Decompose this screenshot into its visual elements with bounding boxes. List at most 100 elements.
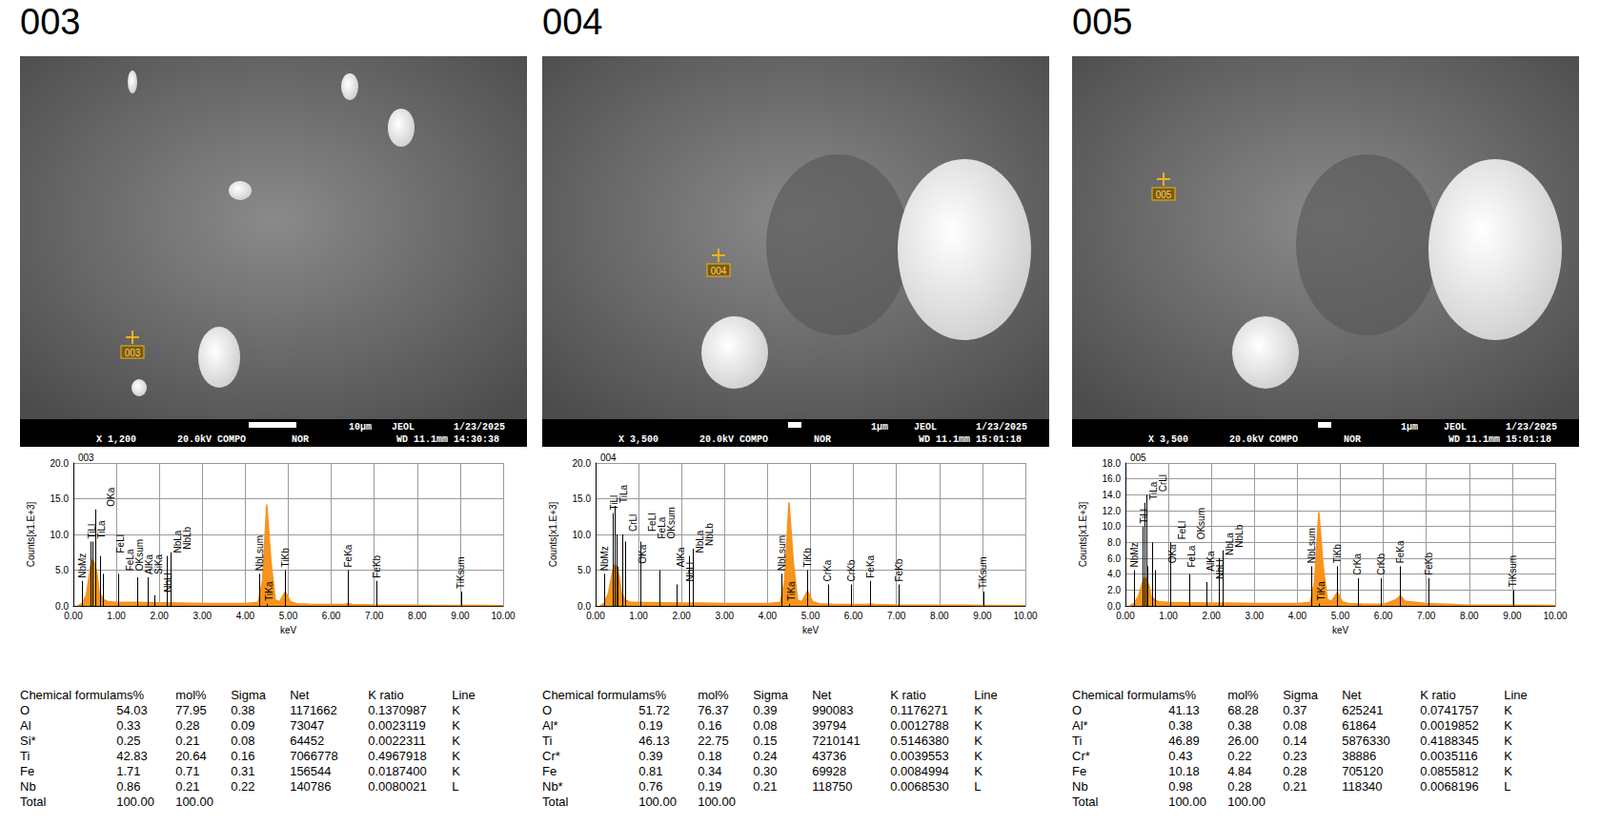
svg-text:CrKa: CrKa — [1352, 553, 1363, 576]
svg-text:NbLl: NbLl — [685, 562, 696, 583]
svg-text:7.00: 7.00 — [364, 610, 385, 622]
svg-text:NbLsum: NbLsum — [1306, 527, 1317, 564]
svg-text:10.0: 10.0 — [1102, 521, 1122, 532]
svg-text:4.00: 4.00 — [1288, 610, 1308, 622]
svg-text:JEOL: JEOL — [391, 422, 415, 433]
svg-text:TiKa: TiKa — [1316, 581, 1327, 602]
svg-text:20.0kV COMPO: 20.0kV COMPO — [1229, 434, 1298, 446]
svg-text:NbMz: NbMz — [77, 553, 88, 579]
svg-text:4.00: 4.00 — [236, 610, 256, 622]
svg-text:20.0kV COMPO: 20.0kV COMPO — [699, 434, 769, 446]
svg-text:8.00: 8.00 — [930, 610, 950, 622]
svg-text:3.00: 3.00 — [1245, 610, 1265, 622]
svg-text:9.00: 9.00 — [972, 610, 993, 622]
svg-text:1/23/2025: 1/23/2025 — [453, 422, 506, 433]
svg-text:FeKa: FeKa — [343, 544, 354, 568]
svg-text:1/23/2025: 1/23/2025 — [1505, 422, 1558, 433]
svg-text:5.00: 5.00 — [801, 610, 821, 622]
svg-text:005: 005 — [1155, 189, 1173, 201]
svg-text:14.0: 14.0 — [1102, 489, 1122, 501]
svg-text:OKsum: OKsum — [1195, 507, 1207, 540]
svg-text:JEOL: JEOL — [1443, 422, 1467, 433]
svg-text:7.00: 7.00 — [887, 610, 907, 622]
svg-text:6.0: 6.0 — [1107, 553, 1121, 565]
svg-text:SiKa: SiKa — [153, 553, 164, 575]
svg-text:TiLl: TiLl — [1138, 508, 1150, 525]
svg-text:8.00: 8.00 — [407, 610, 427, 622]
svg-text:FeLl: FeLl — [1176, 521, 1188, 540]
svg-text:10.0: 10.0 — [572, 529, 592, 541]
svg-text:2.00: 2.00 — [149, 610, 169, 622]
svg-text:20.0kV COMPO: 20.0kV COMPO — [177, 434, 246, 446]
svg-text:15.0: 15.0 — [50, 493, 70, 505]
svg-text:CrKa: CrKa — [822, 559, 833, 582]
svg-text:4.0: 4.0 — [1107, 568, 1121, 580]
svg-text:1μm: 1μm — [870, 422, 889, 433]
svg-text:0.00: 0.00 — [586, 610, 606, 622]
svg-text:TiKb: TiKb — [802, 547, 813, 568]
svg-text:FeKb: FeKb — [893, 558, 905, 582]
svg-text:003: 003 — [124, 347, 142, 359]
svg-text:4.00: 4.00 — [758, 610, 778, 622]
svg-text:X 3,500: X 3,500 — [1148, 434, 1189, 446]
svg-text:keV: keV — [1332, 625, 1350, 636]
svg-text:FeKb: FeKb — [1423, 551, 1435, 575]
svg-text:005: 005 — [1130, 452, 1147, 464]
svg-text:TiKsum: TiKsum — [1507, 555, 1519, 588]
svg-text:FeKb: FeKb — [371, 554, 383, 578]
svg-text:12.0: 12.0 — [1102, 506, 1122, 517]
svg-text:6.00: 6.00 — [322, 610, 342, 622]
svg-text:10.0: 10.0 — [50, 529, 70, 541]
svg-text:8.00: 8.00 — [1459, 610, 1479, 622]
svg-text:5.0: 5.0 — [55, 565, 69, 576]
svg-text:10.00: 10.00 — [1542, 610, 1567, 622]
svg-text:NbLsum: NbLsum — [254, 535, 265, 571]
svg-text:CrKb: CrKb — [1376, 553, 1387, 576]
svg-text:FeLa: FeLa — [1186, 545, 1197, 568]
svg-text:Counts[x1.E+3]: Counts[x1.E+3] — [547, 501, 559, 568]
svg-text:NbLb: NbLb — [182, 526, 193, 549]
svg-text:15.0: 15.0 — [572, 493, 592, 505]
svg-text:CrKb: CrKb — [846, 559, 857, 582]
svg-text:20.0: 20.0 — [50, 458, 70, 469]
svg-text:X 1,200: X 1,200 — [96, 434, 137, 446]
svg-text:CrLl: CrLl — [1157, 474, 1169, 492]
svg-text:TiLa: TiLa — [96, 520, 107, 540]
svg-text:NbLsum: NbLsum — [776, 535, 788, 571]
svg-text:NOR: NOR — [813, 434, 831, 446]
svg-text:1.00: 1.00 — [628, 610, 649, 622]
svg-text:TiKb: TiKb — [280, 547, 291, 568]
svg-text:X 3,500: X 3,500 — [618, 434, 659, 446]
svg-text:CrLl: CrLl — [627, 514, 639, 532]
svg-text:10.00: 10.00 — [1012, 610, 1037, 622]
svg-text:16.0: 16.0 — [1102, 473, 1122, 485]
svg-text:003: 003 — [78, 452, 95, 464]
svg-text:NOR: NOR — [1343, 434, 1361, 446]
svg-text:2.0: 2.0 — [1107, 585, 1121, 596]
svg-text:keV: keV — [280, 625, 298, 636]
svg-text:OKsum: OKsum — [666, 506, 677, 539]
svg-text:2.00: 2.00 — [1201, 610, 1221, 622]
svg-text:TiKa: TiKa — [786, 581, 797, 602]
svg-text:6.00: 6.00 — [1374, 610, 1394, 622]
svg-text:5.00: 5.00 — [279, 610, 299, 622]
svg-text:FeKa: FeKa — [1395, 540, 1406, 564]
svg-text:TiKb: TiKb — [1332, 544, 1343, 565]
svg-text:WD 11.1mm 15:01:18: WD 11.1mm 15:01:18 — [1448, 434, 1552, 446]
svg-text:NbLb: NbLb — [704, 523, 715, 547]
svg-text:FeKa: FeKa — [865, 554, 876, 578]
svg-text:0.00: 0.00 — [63, 610, 83, 622]
svg-text:NbMz: NbMz — [599, 546, 610, 571]
svg-text:TiKa: TiKa — [263, 581, 275, 602]
svg-text:NOR: NOR — [291, 434, 309, 446]
svg-text:OKa: OKa — [105, 486, 117, 507]
svg-text:NbLl: NbLl — [1215, 559, 1226, 580]
svg-text:NbLl: NbLl — [162, 572, 174, 593]
svg-text:20.0: 20.0 — [572, 458, 592, 469]
svg-text:18.0: 18.0 — [1102, 458, 1122, 469]
svg-text:NbLb: NbLb — [1234, 524, 1245, 547]
svg-text:TiKsum: TiKsum — [455, 556, 466, 589]
svg-text:5.0: 5.0 — [577, 565, 591, 576]
svg-text:OKa: OKa — [637, 544, 649, 564]
svg-text:004: 004 — [600, 452, 617, 464]
